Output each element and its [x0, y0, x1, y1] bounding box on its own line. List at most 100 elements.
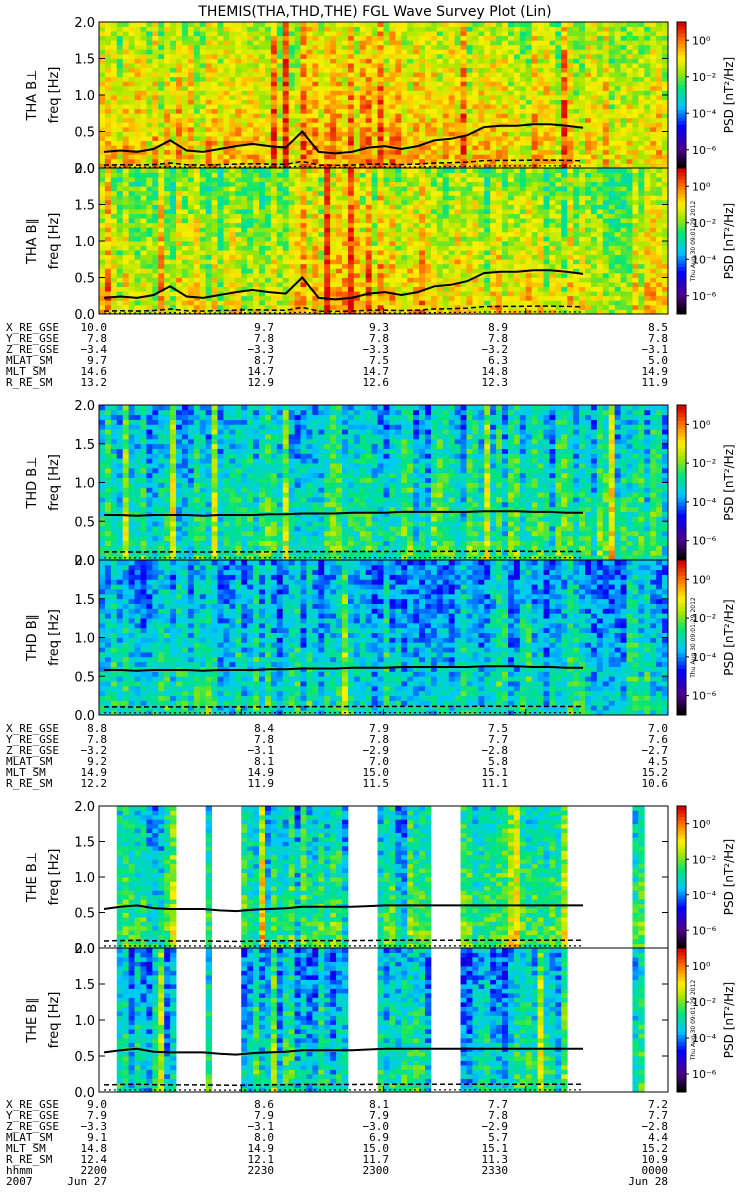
spectrogram-cell — [442, 113, 450, 119]
spectrogram-cell — [353, 85, 361, 91]
colorbar-step — [677, 131, 686, 136]
spectrogram-cell — [104, 67, 112, 73]
spectrogram-cell — [347, 76, 355, 82]
spectrogram-cell — [199, 44, 207, 50]
spectrogram-cell — [401, 26, 408, 32]
spectrogram-cell — [507, 26, 515, 32]
spectrogram-cell — [270, 35, 278, 41]
spectrogram-cell — [116, 81, 124, 87]
spectrogram-cell — [573, 131, 580, 137]
spectrogram-cell — [442, 53, 450, 59]
spectrogram-cell — [330, 254, 337, 260]
spectrogram-cell — [158, 76, 165, 82]
spectrogram-cell — [537, 81, 544, 87]
spectrogram-cell — [176, 44, 183, 50]
spectrogram-cell — [365, 63, 373, 69]
spectrogram-cell — [579, 49, 586, 55]
spectrogram-cell — [300, 213, 307, 219]
spectrogram-cell — [181, 181, 189, 187]
spectrogram-cell — [353, 99, 361, 105]
spectrogram-cell — [282, 268, 290, 274]
spectrogram-cell — [330, 209, 337, 215]
spectrogram-cell — [585, 99, 592, 105]
spectrogram-cell — [152, 186, 159, 192]
spectrogram-cell — [502, 44, 509, 50]
spectrogram-cell — [567, 122, 574, 128]
spectrogram-cell — [460, 53, 467, 59]
spectrogram-cell — [401, 22, 408, 27]
spectrogram-cell — [359, 295, 367, 301]
spectrogram-cell — [164, 291, 171, 297]
spectrogram-cell — [573, 126, 580, 132]
spectrogram-cell — [561, 136, 568, 142]
spectrogram-cell — [466, 58, 473, 64]
spectrogram-cell — [472, 104, 479, 110]
spectrogram-cell — [330, 104, 337, 110]
spectrogram-cell — [424, 99, 432, 105]
spectrogram-cell — [170, 304, 177, 310]
spectrogram-cell — [395, 95, 402, 100]
spectrogram-cell — [288, 272, 295, 278]
spectrogram-cell — [389, 172, 396, 178]
spectrogram-cell — [424, 145, 432, 151]
spectrogram-cell — [650, 63, 657, 69]
spectrogram-cell — [561, 22, 568, 27]
spectrogram-cell — [116, 90, 124, 96]
spectrogram-cell — [596, 49, 604, 55]
spectrogram-cell — [365, 286, 373, 292]
spectrogram-cell — [158, 108, 165, 114]
spectrogram-cell — [140, 131, 147, 137]
spectrogram-cell — [395, 63, 402, 69]
spectrogram-cell — [164, 186, 171, 192]
spectrogram-cell — [490, 31, 497, 37]
spectrogram-cell — [134, 282, 141, 288]
spectrogram-cell — [490, 149, 497, 155]
spectrogram-cell — [288, 85, 295, 91]
spectrogram-cell — [199, 26, 207, 32]
spectrogram-cell — [134, 154, 141, 160]
spectrogram-cell — [164, 272, 171, 278]
spectrogram-cell — [513, 58, 521, 64]
spectrogram-cell — [181, 250, 189, 256]
spectrogram-cell — [146, 63, 153, 69]
spectrogram-cell — [122, 190, 130, 196]
colorbar-step — [677, 113, 686, 118]
spectrogram-cell — [205, 168, 213, 173]
spectrogram-cell — [300, 199, 307, 205]
spectrogram-cell — [176, 304, 183, 310]
spectrogram-cell — [140, 181, 147, 187]
spectrogram-cell — [407, 213, 414, 219]
spectrogram-cell — [99, 67, 106, 73]
spectrogram-cell — [448, 90, 456, 96]
spectrogram-cell — [318, 99, 325, 105]
spectrogram-cell — [401, 76, 408, 82]
spectrogram-cell — [561, 154, 568, 160]
spectrogram-cell — [377, 40, 384, 46]
spectrogram-cell — [217, 163, 224, 169]
spectrogram-cell — [342, 172, 349, 178]
spectrogram-cell — [596, 40, 604, 46]
spectrogram-cell — [377, 158, 384, 164]
spectrogram-cell — [413, 53, 420, 59]
spectrogram-cell — [146, 44, 153, 50]
spectrogram-cell — [478, 154, 485, 160]
spectrogram-cell — [430, 236, 438, 242]
spectrogram-cell — [537, 76, 544, 82]
spectrogram-cell — [270, 254, 278, 260]
spectrogram-cell — [413, 22, 420, 27]
spectrogram-cell — [164, 35, 171, 41]
spectrogram-cell — [241, 272, 248, 278]
spectrogram-cell — [110, 181, 118, 187]
spectrogram-cell — [419, 291, 426, 297]
spectrogram-cell — [211, 63, 218, 69]
spectrogram-cell — [170, 158, 177, 164]
spectrogram-cell — [525, 136, 533, 142]
spectrogram-cell — [555, 67, 562, 73]
spectrogram-cell — [134, 236, 141, 242]
spectrogram-cell — [561, 113, 568, 119]
spectrogram-cell — [632, 53, 639, 59]
spectrogram-cell — [294, 181, 301, 187]
spectrogram-cell — [193, 81, 201, 87]
spectrogram-cell — [104, 104, 112, 110]
spectrogram-cell — [170, 250, 177, 256]
